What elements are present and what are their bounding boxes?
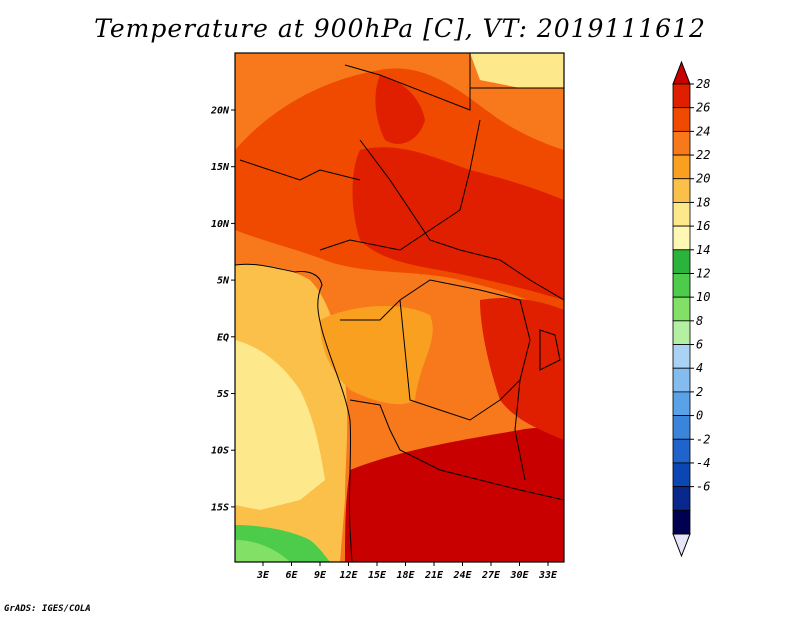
field-yellow-ne [470,53,564,88]
colorbar-swatch [672,509,691,535]
colorbar-swatch [672,178,691,203]
lat-tick-label: 5N [217,276,230,287]
colorbar-label: 24 [696,124,710,138]
lat-tick-label: 20N [210,106,230,117]
colorbar-swatch [672,462,691,488]
colorbar-swatch [672,415,691,440]
grads-credit: GrADS: IGES/COLA [4,604,91,614]
colorbar-swatch [672,367,691,393]
lon-tick-label: 15E [368,570,387,581]
colorbar-bottom-arrow [672,533,691,558]
lon-tick-label: 18E [396,570,415,581]
lat-tick-label: 10S [211,446,229,457]
longitude-axis: 3E 6E 9E 12E 15E 18E 21E 24E 27E 30E 33E [256,562,558,581]
lat-tick-label: 5S [217,389,229,400]
colorbar-label: 28 [696,77,710,91]
field-gold-congo [320,305,433,405]
colorbar-swatch [672,391,691,416]
map-frame [234,52,565,563]
chart-title: Temperature at 900hPa [C], VT: 201911161… [94,14,706,43]
colorbar-swatch [672,83,691,109]
lon-tick-label: 12E [339,570,358,581]
colorbar-swatch [672,486,691,511]
colorbar-swatch [672,202,691,227]
colorbar-swatch [672,225,691,251]
colorbar-label: -4 [696,456,710,470]
colorbar-label: 4 [696,361,703,375]
colorbar-swatch [672,107,691,132]
field-red-east [480,298,564,440]
field-deepred-north [375,75,425,144]
field-lightgreen-sw [235,540,290,562]
lon-tick-label: 27E [481,570,501,581]
colorbar-label: 20 [696,172,710,186]
colorbar-swatch [672,154,691,180]
colorbar-swatch [672,130,691,156]
latitude-axis: 20N 15N 10N 5N EQ 5S 10S 15S [210,106,235,513]
colorbar-label: 22 [696,148,710,162]
lon-tick-label: 21E [424,570,444,581]
country-borders [235,53,564,562]
lat-tick-label: 10N [211,219,230,230]
colorbar-top-arrow [672,60,691,85]
colorbar-swatch [672,438,691,464]
lon-tick-label: 3E [256,570,270,581]
temperature-field [235,53,564,562]
field-yellow-sw [235,340,325,510]
lon-tick-label: 9E [314,570,327,581]
lon-tick-label: 30E [509,570,529,581]
colorbar-label: 14 [696,243,710,257]
colorbar-swatch [672,249,691,274]
field-deepred-central [352,147,564,300]
lat-tick-label: 15S [211,502,229,513]
lon-tick-label: 24E [452,570,472,581]
colorbar-label: 6 [696,338,703,352]
colorbar-label: -2 [696,432,710,446]
colorbar-swatch [672,296,691,322]
colorbar-label: 0 [696,409,703,423]
lon-tick-label: 33E [538,570,558,581]
lon-tick-label: 6E [285,570,298,581]
field-deepred-south [345,427,564,562]
colorbar-label: 12 [696,266,710,280]
colorbar-label: 10 [696,290,710,304]
colorbar-label: 18 [696,195,710,209]
colorbar-swatch [672,344,691,369]
colorbar-swatch [672,320,691,345]
colorbar-label: 26 [696,101,710,115]
lat-tick-label: 15N [211,162,230,173]
colorbar-label: -6 [696,480,710,494]
lat-tick-label: EQ [217,332,229,343]
colorbar-label: 16 [696,219,710,233]
colorbar-label: 8 [696,314,703,328]
colorbar-label: 2 [696,385,703,399]
colorbar-swatch [672,273,691,298]
